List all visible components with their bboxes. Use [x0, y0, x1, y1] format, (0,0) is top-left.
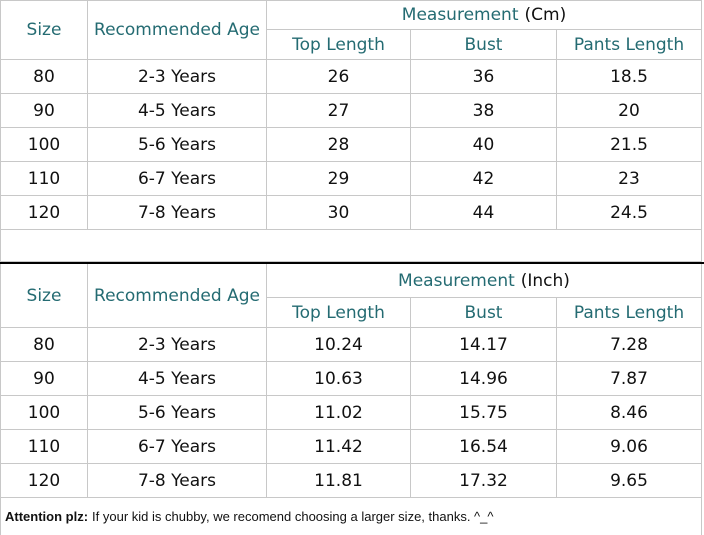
column-header: Pants Length: [557, 298, 702, 328]
table-cell: 20: [557, 94, 702, 128]
table-cell: 42: [411, 162, 557, 196]
table-cell: 36: [411, 60, 557, 94]
table-cell: 6-7 Years: [88, 430, 267, 464]
table-cell: 27: [267, 94, 411, 128]
table-cell: 38: [411, 94, 557, 128]
table-cell: 28: [267, 128, 411, 162]
size-header: Size: [0, 0, 88, 60]
column-header: Pants Length: [557, 30, 702, 60]
table-cell: 11.81: [267, 464, 411, 498]
divider: [0, 262, 704, 264]
table-cell: 29: [267, 162, 411, 196]
measurement-header: Measurement (Inch): [267, 264, 702, 298]
table-cell: 80: [0, 60, 88, 94]
table-cell: 100: [0, 396, 88, 430]
table-cell: 7-8 Years: [88, 464, 267, 498]
footer-text: If your kid is chubby, we recomend choos…: [92, 509, 494, 524]
table-cell: 7-8 Years: [88, 196, 267, 230]
table-cell: 30: [267, 196, 411, 230]
table-cell: 10.63: [267, 362, 411, 396]
table-cell: 11.02: [267, 396, 411, 430]
table-cell: 23: [557, 162, 702, 196]
measurement-title: Measurement: [398, 270, 515, 291]
footer: Attention plz: If your kid is chubby, we…: [0, 498, 702, 535]
table-cell: 4-5 Years: [88, 362, 267, 396]
table-cell: 9.06: [557, 430, 702, 464]
table-cell: 44: [411, 196, 557, 230]
column-header: Top Length: [267, 298, 411, 328]
table-cell: 14.17: [411, 328, 557, 362]
table-cell: 100: [0, 128, 88, 162]
table-cell: 5-6 Years: [88, 396, 267, 430]
table-cell: 16.54: [411, 430, 557, 464]
table-cell: 24.5: [557, 196, 702, 230]
column-header: Top Length: [267, 30, 411, 60]
table-cell: 120: [0, 464, 88, 498]
table-cell: 40: [411, 128, 557, 162]
table-cell: 21.5: [557, 128, 702, 162]
table-cell: 6-7 Years: [88, 162, 267, 196]
table-cell: 17.32: [411, 464, 557, 498]
table-cell: 110: [0, 162, 88, 196]
table-cell: 26: [267, 60, 411, 94]
table-cell: 4-5 Years: [88, 94, 267, 128]
age-header: Recommended Age: [88, 264, 267, 328]
table-cell: 18.5: [557, 60, 702, 94]
table-cell: 15.75: [411, 396, 557, 430]
size-header: Size: [0, 264, 88, 328]
table-cell: 80: [0, 328, 88, 362]
table-cell: 9.65: [557, 464, 702, 498]
table-cell: 120: [0, 196, 88, 230]
footer-label: Attention plz:: [5, 509, 89, 524]
spacer-row: [0, 230, 702, 262]
age-header: Recommended Age: [88, 0, 267, 60]
measurement-header: Measurement (Cm): [267, 0, 702, 30]
table-cell: 90: [0, 94, 88, 128]
column-header: Bust: [411, 30, 557, 60]
table-cell: 7.28: [557, 328, 702, 362]
measurement-unit: (Inch): [520, 270, 570, 291]
table-cell: 11.42: [267, 430, 411, 464]
table-cell: 10.24: [267, 328, 411, 362]
table-cell: 2-3 Years: [88, 60, 267, 94]
table-cell: 7.87: [557, 362, 702, 396]
measurement-title: Measurement: [401, 5, 519, 25]
table-cell: 110: [0, 430, 88, 464]
table-cell: 2-3 Years: [88, 328, 267, 362]
table-cell: 90: [0, 362, 88, 396]
table-cell: 14.96: [411, 362, 557, 396]
table-cell: 5-6 Years: [88, 128, 267, 162]
table-cell: 8.46: [557, 396, 702, 430]
measurement-unit: (Cm): [524, 5, 567, 25]
column-header: Bust: [411, 298, 557, 328]
